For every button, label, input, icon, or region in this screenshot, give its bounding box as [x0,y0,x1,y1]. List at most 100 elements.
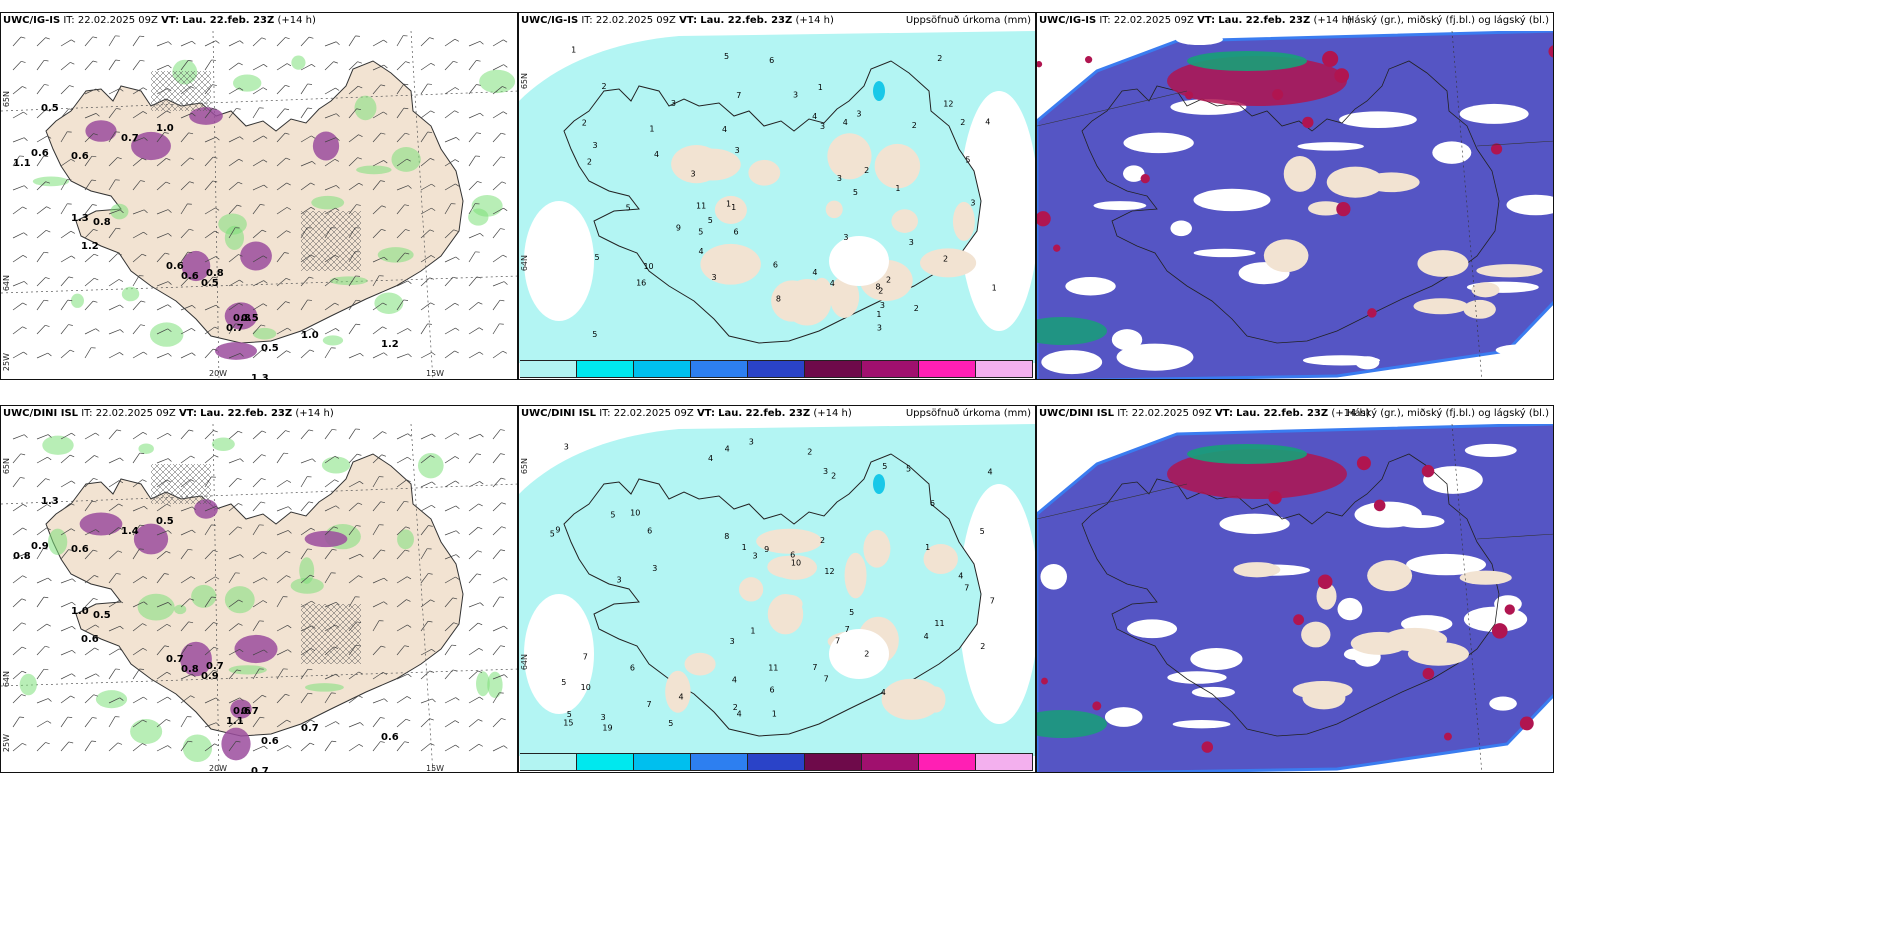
wind-barb [108,697,124,704]
wind-barb [276,575,291,584]
wind-barb [180,328,196,335]
wind-barb [492,645,505,656]
wind-barb [396,645,409,656]
wind-barb [372,741,385,752]
wind-barb [60,650,76,656]
high-cloud-spot [1053,244,1061,252]
wind-barb [372,64,388,71]
wind-barb [12,453,26,464]
wind-barb [396,549,410,560]
wind-barb [36,456,52,464]
wind-value-label: 0.6 [233,706,251,717]
wind-value-label: 0.5 [201,278,219,289]
colorbar-segment: 50 [691,360,748,378]
wind-barb [492,745,508,752]
wind-barb [204,108,217,119]
wind-barb [252,454,266,464]
wind-barb [444,720,460,728]
wind-barb [420,352,436,359]
wind-barb [444,38,459,47]
precip-value-label: 4 [737,710,742,719]
wind-barb [348,428,360,440]
wind-barb [36,434,52,440]
high-cloud-spot [1373,499,1386,512]
wind-barb [228,323,240,335]
land-dry-patch [844,552,867,599]
clear-sky-area [1337,597,1363,621]
wind-barb [324,328,340,335]
wind-barb [396,526,411,536]
wind-barb [156,458,172,464]
wind-barb [372,454,387,464]
wind-barb [348,352,364,359]
wind-barb [12,111,28,119]
precip-value-label: 2 [807,448,812,457]
wind-barb [276,350,291,359]
wind-barb [276,84,290,95]
precip-value-label: 3 [753,551,758,560]
colorbar-tick-label: 1 [519,772,524,773]
wind-barb [84,179,97,191]
wind-barb [204,697,220,704]
wind-barb [252,87,268,95]
colorbar-tick-label: 50 [690,772,700,773]
wind-barb [468,41,484,47]
wind-barb [108,352,124,359]
wind-barb [12,185,28,191]
wind-barb [396,456,412,464]
land-dry-patch [891,209,918,233]
wind-barb [84,253,99,263]
wind-barb [444,669,458,680]
wind-barb [372,476,384,488]
clear-sky-area [1041,350,1103,375]
snow-area [85,120,117,142]
wind-barb [252,745,268,752]
wind-barb [468,503,483,512]
wind-barb [156,745,172,752]
mid-cloud-area [1037,710,1107,738]
snow-area [194,499,218,519]
colorbar-segment: 400 [976,360,1033,378]
wind-barb [156,88,172,95]
wind-barb [468,327,484,335]
high-cloud-spot [1443,732,1452,741]
wind-barb [36,698,52,704]
wind-barb [252,501,266,512]
rain-area [304,683,344,692]
wind-barb [372,228,386,239]
lat-label-65n: 65N [520,458,529,475]
wind-barb [300,276,314,287]
snow-area [221,727,251,761]
precip-value-label: 2 [943,255,948,264]
hatched-area [151,71,211,111]
wind-barb [300,328,316,335]
precip-value-label: 7 [824,675,829,684]
high-cloud-spot [1367,308,1377,318]
wind-barb [300,349,315,359]
precip-value-label: 3 [711,273,716,282]
wind-barb [180,740,193,752]
wind-barb [60,695,75,704]
wind-barb [492,156,506,167]
wind-barb [372,180,385,191]
clear-sky-area [1167,671,1227,684]
clear-sky-area [1460,758,1491,772]
wind-value-label: 0.9 [31,541,49,552]
rain-area [290,577,324,594]
wind-barb [84,36,98,47]
precip-value-label: 1 [571,45,576,54]
wind-barb [36,299,49,311]
wind-barb [300,36,314,47]
wind-value-label: 0.5 [93,610,111,621]
wind-barb [348,182,363,191]
wind-barb [60,276,74,287]
precip-value-label: 2 [912,121,917,130]
low-cloud-area [1037,31,1553,379]
wind-barb [204,550,218,560]
precip-value-label: 3 [793,90,798,99]
land-dry-patch [671,145,722,184]
wind-value-label: 0.6 [166,261,184,272]
precip-value-label: 7 [845,625,850,634]
precip-value-label: 8 [875,282,880,291]
wind-barb [492,577,508,584]
